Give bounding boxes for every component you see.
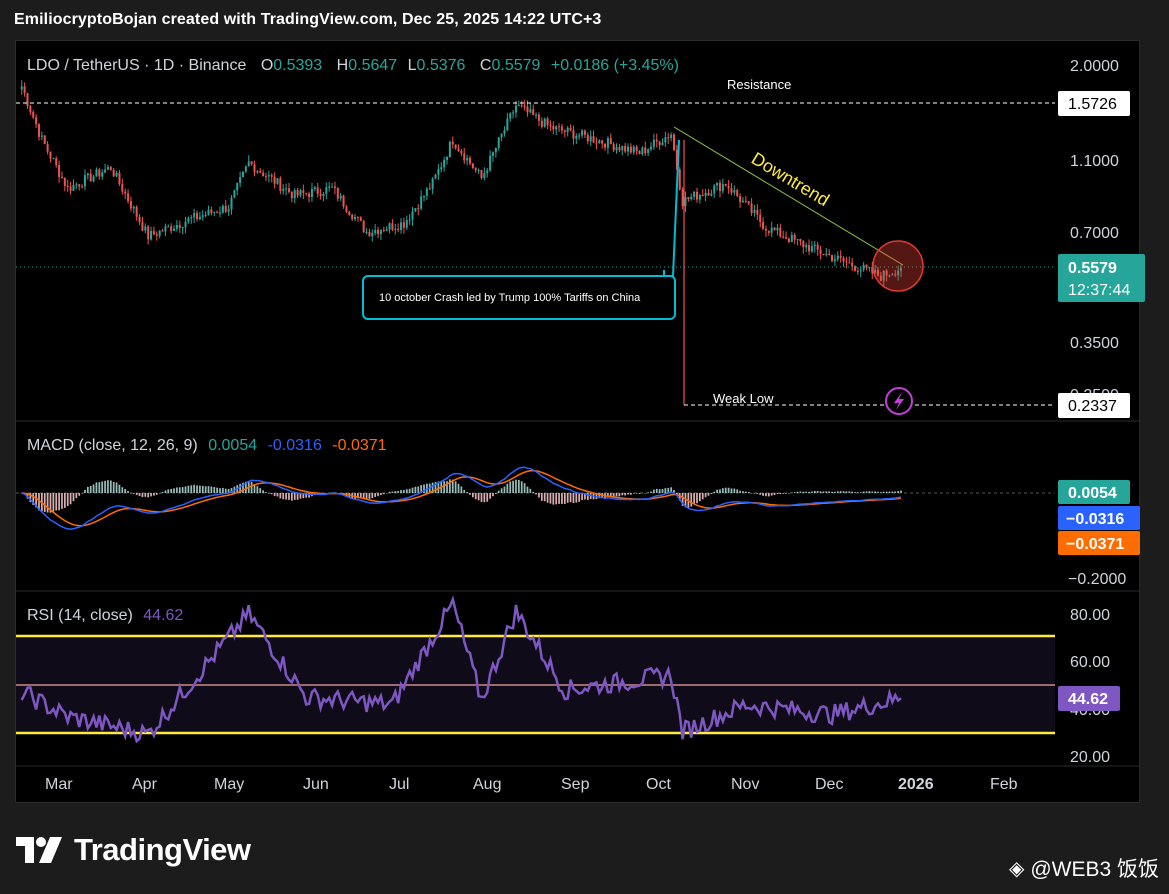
- diamond-logo-icon: ◈: [1008, 857, 1025, 880]
- chart-frame[interactable]: [15, 40, 1140, 803]
- source-watermark: ◈ @WEB3 饭饭: [1009, 853, 1159, 883]
- tradingview-logo-icon: [16, 837, 62, 863]
- tradingview-wordmark: TradingView: [74, 832, 251, 867]
- watermark-text: @WEB3 饭饭: [1030, 858, 1159, 881]
- tradingview-logo[interactable]: TradingView: [16, 832, 251, 868]
- chart-author-header: EmiliocryptoBojan created with TradingVi…: [14, 11, 602, 28]
